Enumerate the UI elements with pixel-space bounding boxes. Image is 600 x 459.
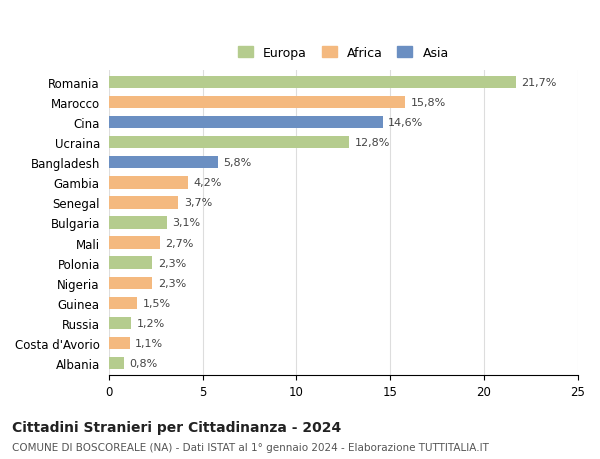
Text: 2,7%: 2,7%: [165, 238, 194, 248]
Text: 14,6%: 14,6%: [388, 118, 424, 128]
Text: 3,1%: 3,1%: [173, 218, 201, 228]
Bar: [109, 217, 167, 229]
Bar: [109, 76, 515, 89]
Bar: [109, 297, 137, 309]
Bar: [109, 197, 178, 209]
Text: 21,7%: 21,7%: [521, 78, 557, 88]
Bar: [109, 337, 130, 350]
Bar: [109, 277, 152, 290]
Bar: [109, 96, 405, 109]
Text: 2,3%: 2,3%: [158, 278, 186, 288]
Text: 1,1%: 1,1%: [135, 338, 163, 348]
Text: 15,8%: 15,8%: [411, 98, 446, 108]
Bar: [109, 257, 152, 269]
Text: 12,8%: 12,8%: [355, 138, 390, 148]
Bar: [109, 137, 349, 149]
Text: COMUNE DI BOSCOREALE (NA) - Dati ISTAT al 1° gennaio 2024 - Elaborazione TUTTITA: COMUNE DI BOSCOREALE (NA) - Dati ISTAT a…: [12, 442, 489, 452]
Bar: [109, 317, 131, 330]
Bar: [109, 117, 383, 129]
Text: 1,5%: 1,5%: [143, 298, 171, 308]
Bar: [109, 177, 188, 189]
Text: 3,7%: 3,7%: [184, 198, 212, 208]
Bar: [109, 157, 218, 169]
Text: Cittadini Stranieri per Cittadinanza - 2024: Cittadini Stranieri per Cittadinanza - 2…: [12, 420, 341, 434]
Text: 2,3%: 2,3%: [158, 258, 186, 268]
Bar: [109, 237, 160, 249]
Text: 0,8%: 0,8%: [130, 358, 158, 369]
Bar: [109, 357, 124, 369]
Legend: Europa, Africa, Asia: Europa, Africa, Asia: [234, 43, 452, 64]
Text: 1,2%: 1,2%: [137, 318, 165, 328]
Text: 5,8%: 5,8%: [223, 158, 251, 168]
Text: 4,2%: 4,2%: [193, 178, 221, 188]
